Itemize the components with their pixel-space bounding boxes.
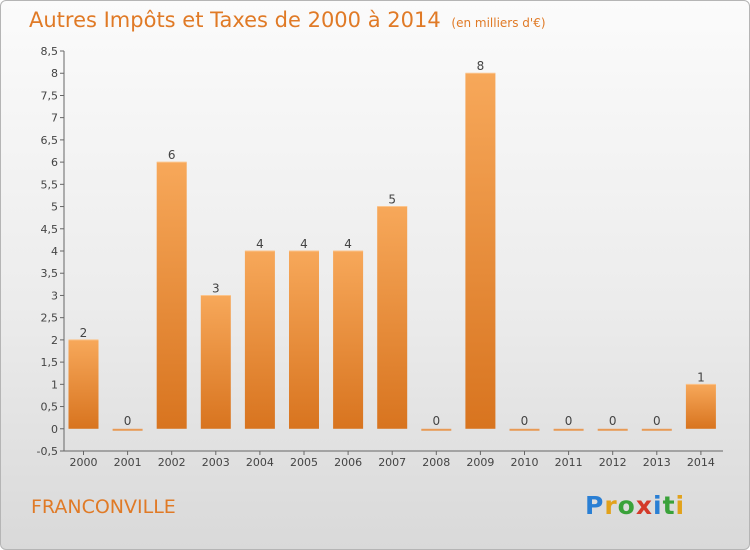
bar [112,428,143,431]
value-label: 4 [300,237,308,251]
value-label: 0 [432,414,440,428]
y-tick-label: -0,5 [37,445,58,458]
value-label: 4 [344,237,352,251]
x-tick-label: 2014 [687,456,715,469]
bar [421,428,452,431]
x-tick-label: 2002 [158,456,186,469]
x-tick-label: 2005 [290,456,318,469]
x-tick-label: 2013 [643,456,671,469]
y-tick-label: 8 [51,67,58,80]
logo-letter: o [617,491,636,520]
y-tick-label: 5,5 [41,178,59,191]
y-tick-label: 6 [51,156,58,169]
x-tick-label: 2004 [246,456,274,469]
y-tick-label: 4 [51,245,58,258]
bar [685,384,716,429]
bars: 2 0 6 3 4 4 4 5 0 8 0 0 0 0 1 [68,59,716,431]
x-tick-label: 2009 [466,456,494,469]
value-label: 6 [168,148,176,162]
place-name: FRANCONVILLE [31,496,176,518]
y-tick-label: 1,5 [41,356,59,369]
value-label: 0 [565,414,573,428]
bar [597,428,628,431]
bar [377,206,408,429]
bar [465,73,496,429]
y-tick-label: 3,5 [41,267,59,280]
y-tick-label: 0 [51,423,58,436]
logo-letter: i [675,491,686,520]
value-label: 3 [212,281,220,295]
x-tick-label: 2011 [555,456,583,469]
bar [289,251,319,429]
x-tick-label: 2012 [599,456,627,469]
x-tick-label: 2003 [202,456,230,469]
value-label: 4 [256,237,264,251]
y-tick-label: 4,5 [41,223,59,236]
y-tick-label: 7,5 [41,89,59,102]
chart-title: Autres Impôts et Taxes de 2000 à 2014 (e… [29,8,546,32]
x-tick-label: 2001 [114,456,142,469]
bar [68,339,99,429]
bar [244,251,275,429]
bar [333,251,364,429]
y-tick-label: 5 [51,201,58,214]
logo-letter: r [604,491,618,520]
x-tick-label: 2000 [70,456,98,469]
value-label: 8 [477,59,485,73]
y-tick-label: 8,5 [41,45,59,58]
value-label: 0 [124,414,132,428]
logo-letter: P [585,491,605,520]
y-tick-label: 6,5 [41,134,59,147]
value-label: 0 [609,414,617,428]
y-tick-label: 2 [51,334,58,347]
bar [509,428,540,431]
bar [156,162,187,429]
y-tick-label: 0,5 [41,401,59,414]
chart-title-text: Autres Impôts et Taxes de 2000 à 2014 [29,8,441,32]
bar [553,428,584,431]
axes: -0,5 0 0,5 1 1,5 2 2,5 3 3,5 4 4,5 5 5,5 6 6,5 7 7,5 8 8,5… [37,45,723,469]
x-tick-label: 2008 [422,456,450,469]
proxiti-logo: Proxiti [585,491,685,520]
chart-subtitle: (en milliers d'€) [451,16,546,30]
logo-letter: x [635,491,653,520]
logo-letter: i [653,491,663,520]
y-tick-label: 2,5 [41,312,59,325]
x-tick-label: 2010 [511,456,539,469]
logo-letter: t [662,491,676,520]
value-label: 5 [388,193,396,207]
bar [641,428,672,431]
value-label: 1 [697,370,705,384]
y-tick-label: 7 [51,112,58,125]
x-tick-label: 2006 [334,456,362,469]
y-tick-label: 1 [51,378,58,391]
value-label: 0 [521,414,529,428]
value-label: 2 [80,326,88,340]
value-label: 0 [653,414,661,428]
x-tick-label: 2007 [378,456,406,469]
y-tick-label: 3 [51,289,58,302]
bar [200,295,231,429]
